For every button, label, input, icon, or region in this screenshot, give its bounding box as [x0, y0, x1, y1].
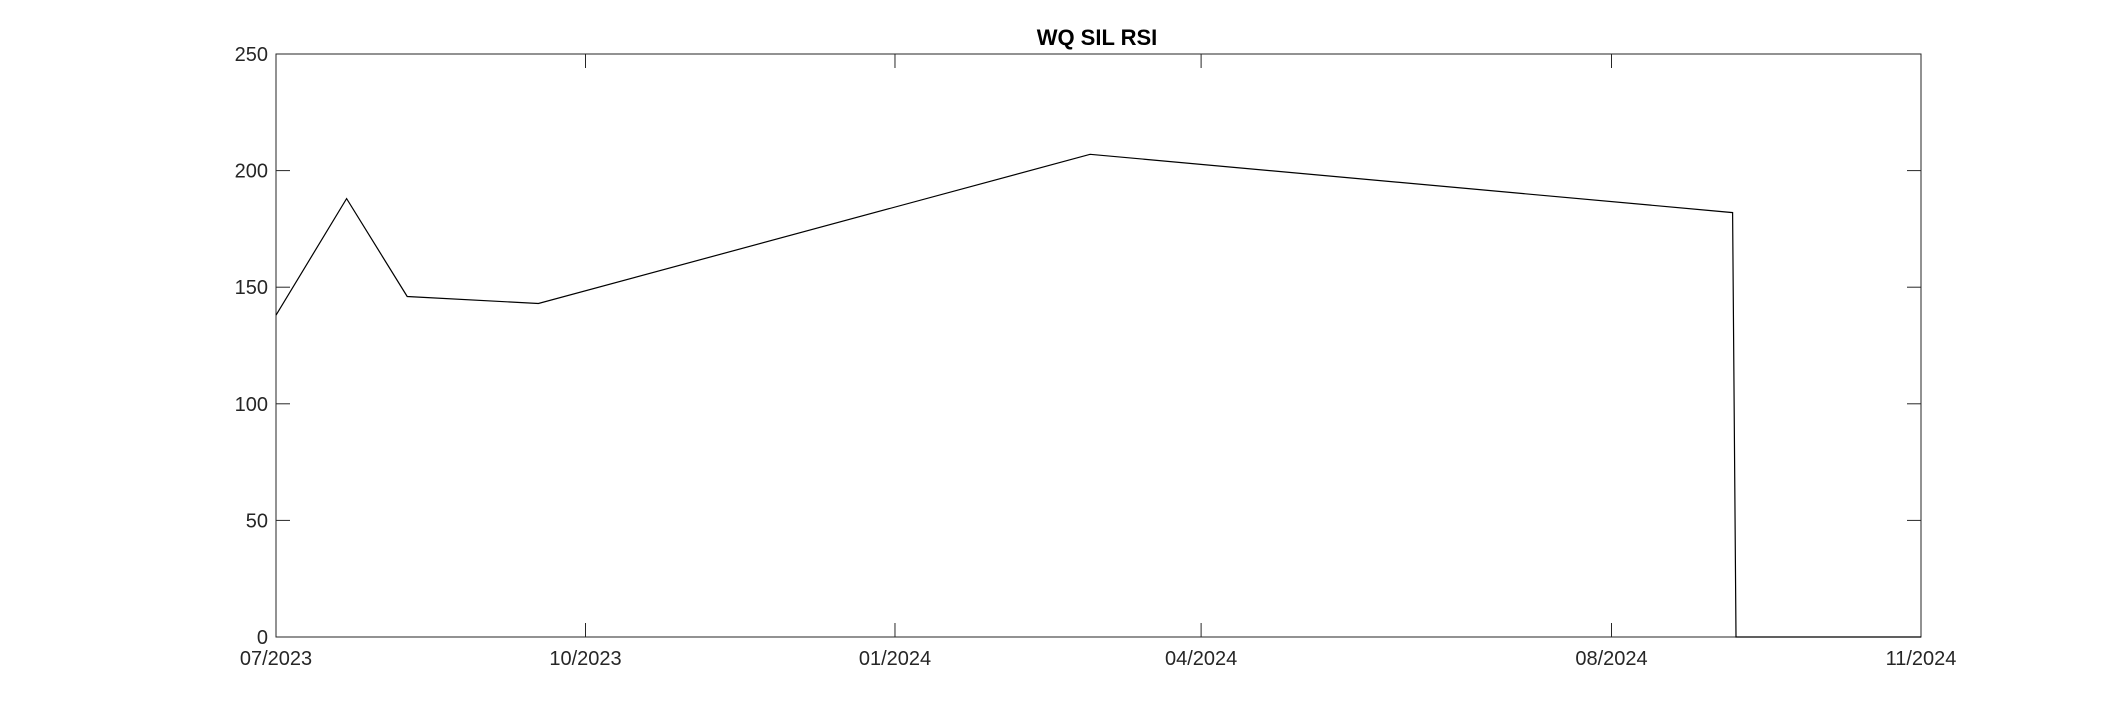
- plot-area: [275, 53, 1922, 638]
- x-tick-label: 01/2024: [859, 648, 931, 670]
- y-axis: 0 50 100 150 200 250: [235, 44, 1921, 649]
- chart-title: WQ SIL RSI: [1037, 25, 1158, 50]
- x-tick-label: 04/2024: [1165, 648, 1237, 670]
- x-tick-label: 07/2023: [240, 648, 312, 670]
- y-tick-label: 200: [235, 161, 268, 183]
- y-tick-label: 50: [246, 510, 268, 532]
- series-line-0: [275, 153, 1921, 638]
- y-tick-label: 250: [235, 44, 268, 66]
- x-tick-label: 08/2024: [1575, 648, 1647, 670]
- x-axis: 07/2023 10/2023 01/2024 04/2024 08/2024 11/20…: [240, 54, 1957, 670]
- x-tick-label: 10/2023: [549, 648, 621, 670]
- y-tick-label: 100: [235, 394, 268, 416]
- series-layer: [275, 153, 1921, 638]
- y-tick-label: 0: [257, 627, 268, 649]
- y-tick-label: 150: [235, 277, 268, 299]
- x-tick-label: 11/2024: [1886, 648, 1957, 670]
